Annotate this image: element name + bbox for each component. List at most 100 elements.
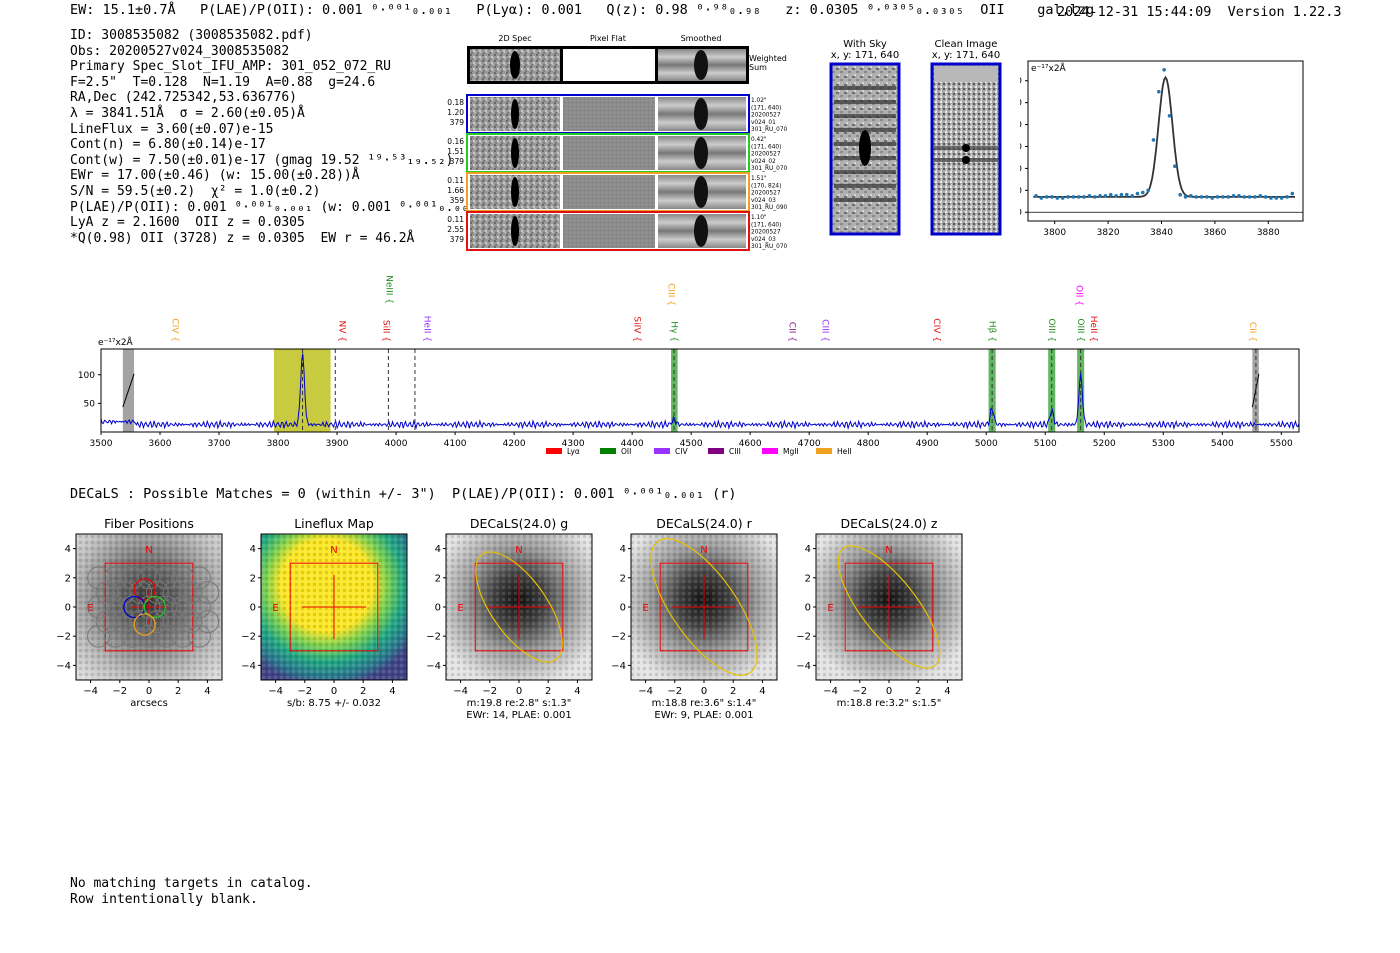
fiber-circle xyxy=(120,624,144,648)
spectrum-ytick-label: 50 xyxy=(84,399,96,409)
image-ytick-label: 4 xyxy=(805,544,811,555)
spectrum-line-label: SiIV { xyxy=(631,316,641,342)
spectrum-region-fill xyxy=(273,349,331,432)
spectrum-xtick-label: 4900 xyxy=(916,439,939,449)
cutout-row-meta: 301_RU_070 xyxy=(751,127,788,133)
zoom-data-point xyxy=(1178,192,1182,197)
image-xtick-label: 0 xyxy=(146,686,152,697)
spectrum-region-hatch xyxy=(1251,373,1260,408)
aperture-box xyxy=(474,562,564,652)
zoom-data-point xyxy=(1135,191,1140,196)
fiber-circle xyxy=(95,580,119,604)
zoom-xtick-label: 3800 xyxy=(1043,228,1066,235)
spectrum-legend-label: CIII xyxy=(729,447,741,456)
cutout-row-meta: (171, 640) xyxy=(751,105,781,111)
image-xtick-label: −2 xyxy=(667,686,682,697)
cutout-smoothed-source xyxy=(694,176,708,208)
spectrum-xtick-label: 4200 xyxy=(503,439,526,449)
cutout-row-meta: 20200527 xyxy=(751,152,781,158)
fiber-circle-green xyxy=(143,595,167,619)
zoom-data-point xyxy=(1151,138,1156,142)
image-ytick-label: 0 xyxy=(805,603,811,614)
fiber-circle xyxy=(171,566,195,590)
col-title-pixel-flat: Pixel Flat xyxy=(590,34,626,43)
weighted-sum-label: Weighted xyxy=(749,54,787,63)
cutout-source xyxy=(511,99,519,129)
zoom-data-point xyxy=(1183,195,1188,199)
east-label: E xyxy=(827,603,833,614)
spectrum-line-label: SiII { xyxy=(381,320,391,342)
fiber-circle xyxy=(87,595,111,619)
spectrum-shaded-region xyxy=(1251,349,1260,432)
fiber-circle xyxy=(87,566,111,590)
north-label: N xyxy=(515,545,522,556)
fiber-circle xyxy=(187,624,211,648)
clean-panel-subtitle: x, y: 171, 640 xyxy=(932,50,1001,61)
spectrum-xtick-label: 5300 xyxy=(1152,439,1175,449)
cutout-source xyxy=(511,216,519,246)
east-label: E xyxy=(87,603,93,614)
image-xtick-label: 2 xyxy=(545,686,551,697)
zoom-data-point xyxy=(1274,196,1279,200)
zoom-data-point xyxy=(1173,164,1177,169)
zoom-data-point xyxy=(1071,195,1076,199)
spectral-cutouts: 2D Spec Pixel Flat Smoothed Weighted Sum… xyxy=(447,34,788,251)
zoom-xtick-label: 3860 xyxy=(1203,228,1226,235)
spectrum-line-label: CIV { xyxy=(931,318,941,342)
header-timestamp-version: 2024-12-31 15:44:09 Version 1.22.3 xyxy=(1057,4,1342,20)
spectrum-line-label: Hγ { xyxy=(669,321,679,342)
image-xtick-label: 2 xyxy=(360,686,366,697)
image-xtick-label: −2 xyxy=(297,686,312,697)
cutout-row-stat: 0.16 xyxy=(447,137,464,146)
fiber-circle xyxy=(145,610,169,634)
info-line: Obs: 20200527v024_3008535082 xyxy=(70,43,290,59)
zoom-xtick-label: 3880 xyxy=(1257,228,1280,235)
cutout-source xyxy=(511,138,519,168)
spectrum-xtick-label: 4300 xyxy=(562,439,585,449)
spectrum-xtick-label: 5200 xyxy=(1093,439,1116,449)
fiber-circle xyxy=(103,595,127,619)
fiber-circle xyxy=(162,610,186,634)
catalog-note-line: Row intentionally blank. xyxy=(70,891,258,907)
zoom-data-point xyxy=(1034,193,1038,198)
zoom-data-point xyxy=(1130,193,1134,198)
spectrum-region-fill xyxy=(988,349,996,432)
image-panel-title: DECaLS(24.0) r xyxy=(656,516,752,531)
info-line: λ = 3841.51Å σ = 2.60(±0.05)Å xyxy=(70,105,305,121)
spectrum-line-label: CIII { xyxy=(820,319,830,342)
image-xtick-label: −2 xyxy=(112,686,127,697)
image-ytick-label: −2 xyxy=(796,632,811,643)
spectrum-line-label: NeIII { xyxy=(383,275,393,304)
image-ytick-label: 0 xyxy=(620,603,626,614)
image-ytick-label: 2 xyxy=(435,573,441,584)
image-xtick-label: 2 xyxy=(730,686,736,697)
info-line: F=2.5" T=0.128 N=1.19 A=0.88 g=24.6 xyxy=(70,74,376,90)
north-label: N xyxy=(145,545,152,556)
spectrum-region-fill xyxy=(1077,349,1085,432)
zoom-data-point xyxy=(1253,195,1257,199)
fiber-circle xyxy=(179,580,203,604)
image-panel-title: DECaLS(24.0) z xyxy=(841,516,938,531)
image-ytick-label: 0 xyxy=(435,603,441,614)
image-ytick-label: 4 xyxy=(620,544,626,555)
zoom-data-point xyxy=(1098,193,1102,198)
spectrum-line-label: HeII { xyxy=(1088,316,1098,342)
fiber-circle xyxy=(120,595,144,619)
zoom-data-point xyxy=(1199,195,1204,199)
spectrum-line-label: OII { xyxy=(1073,285,1083,306)
image-panel-title: DECaLS(24.0) g xyxy=(470,516,568,531)
fiber-circle xyxy=(154,624,178,648)
zoom-data-point xyxy=(1167,113,1172,118)
zoom-ytick-label: 0 xyxy=(1020,208,1022,218)
spectrum-line-label: HeII { xyxy=(421,316,431,342)
spectrum-line-label: NV { xyxy=(336,321,346,342)
image-xtick-label: 0 xyxy=(886,686,892,697)
image-panel: Lineflux Map N E −4 −4 −2 −2 0 0 2 2 4 4 s/b: 8.75 +/… xyxy=(241,516,408,709)
galaxy-ellipse xyxy=(650,538,758,676)
zoom-data-point xyxy=(1279,196,1284,200)
fiber-circle xyxy=(120,566,144,590)
image-ytick-label: 4 xyxy=(250,544,256,555)
spectrum-xtick-label: 3800 xyxy=(267,439,290,449)
fiber-circle xyxy=(137,624,161,648)
